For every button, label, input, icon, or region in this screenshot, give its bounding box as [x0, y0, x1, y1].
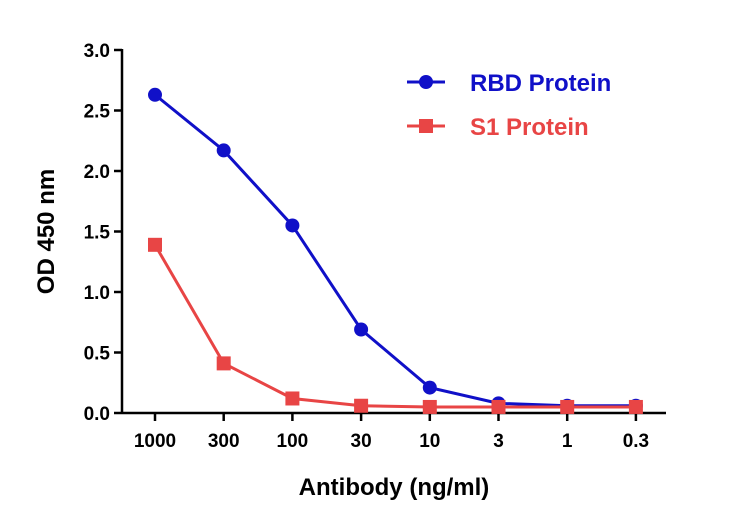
x-axis-title: Antibody (ng/ml)	[299, 474, 490, 501]
y-tick-label: 0.0	[84, 404, 110, 425]
x-tick-label: 300	[208, 431, 240, 452]
legend-square-marker	[419, 119, 433, 133]
x-axis-ticks: 1000 300 100 30 10 3 1 0.3	[134, 413, 649, 452]
series-layer	[148, 87, 643, 414]
x-tick-label: 0.3	[623, 431, 649, 452]
data-point-circle	[216, 143, 231, 158]
y-tick-label: 1.0	[84, 283, 110, 304]
series-line	[154, 93, 636, 408]
data-point-square	[628, 399, 643, 414]
data-point-circle	[285, 218, 300, 233]
data-point-circle	[354, 322, 369, 337]
legend-item: RBD Protein	[407, 70, 611, 97]
data-point-square	[422, 399, 437, 414]
legend-label: S1 Protein	[470, 114, 589, 141]
data-point-square	[285, 391, 300, 406]
series-1	[148, 237, 643, 414]
legend: RBD Protein S1 Protein	[407, 70, 611, 141]
x-tick-label: 10	[419, 431, 440, 452]
data-point-square	[148, 237, 162, 252]
x-tick-label: 1	[562, 431, 573, 452]
y-axis-title: OD 450 nm	[33, 169, 60, 294]
y-tick-label: 2.0	[84, 162, 110, 183]
data-point-square	[216, 356, 231, 371]
data-point-circle	[148, 87, 162, 102]
legend-item: S1 Protein	[407, 114, 589, 141]
y-tick-label: 3.0	[84, 41, 110, 62]
y-axis-ticks: 0.0 0.5 1.0 1.5 2.0 2.5 3.0	[84, 41, 122, 425]
x-tick-label: 30	[351, 431, 372, 452]
axes: 0.0 0.5 1.0 1.5 2.0 2.5 3.0 1000 300 100 30 10 3 1 0.…	[84, 41, 666, 452]
x-tick-label: 3	[493, 431, 504, 452]
data-point-square	[491, 399, 506, 414]
x-tick-label: 100	[277, 431, 309, 452]
series-line	[153, 244, 636, 409]
legend-label: RBD Protein	[470, 70, 611, 97]
legend-circle-marker	[419, 75, 433, 89]
y-tick-label: 2.5	[84, 102, 111, 123]
y-tick-label: 0.5	[84, 344, 111, 365]
y-tick-label: 1.5	[84, 223, 111, 244]
x-tick-label: 1000	[134, 431, 176, 452]
data-point-square	[560, 399, 575, 414]
data-point-circle	[422, 380, 437, 395]
data-point-square	[354, 398, 369, 413]
